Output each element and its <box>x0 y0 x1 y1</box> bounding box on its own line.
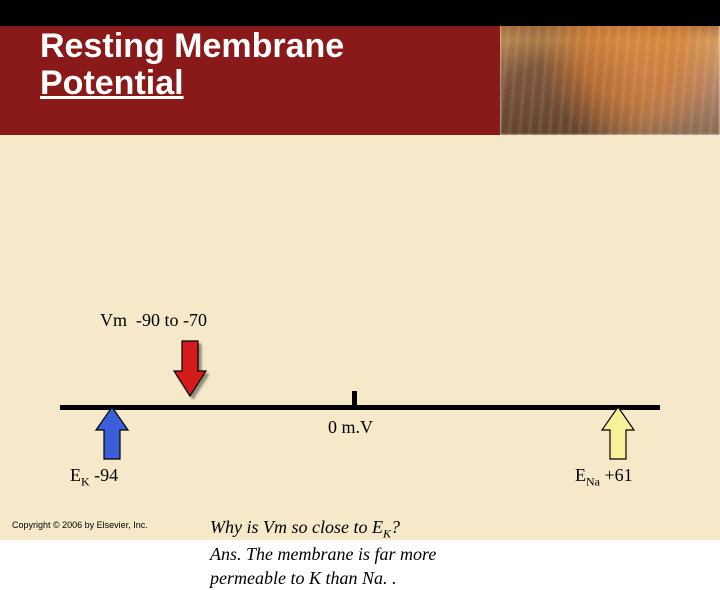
banner-black-strip <box>0 0 720 26</box>
ek-up-arrow <box>92 403 132 463</box>
title-line2: Potential <box>40 65 344 102</box>
ena-sub: Na <box>586 475 600 489</box>
ek-sub: K <box>81 475 90 489</box>
ena-symbol: E <box>575 465 586 485</box>
zero-tick <box>352 391 357 409</box>
question-line1-b: ? <box>391 517 400 537</box>
vm-range: -90 to -70 <box>136 310 207 330</box>
question-line1-a: Why is Vm so close to E <box>210 517 383 537</box>
question-line3: permeable to K than Na. . <box>210 566 436 590</box>
header-banner: Resting Membrane Potential <box>0 0 720 135</box>
copyright-text: Copyright © 2006 by Elsevier, Inc. <box>12 520 148 530</box>
number-line <box>60 405 660 410</box>
ena-value: +61 <box>605 465 633 485</box>
zero-label: 0 m.V <box>328 417 373 438</box>
ek-label: EK -94 <box>70 465 118 490</box>
question-block: Why is Vm so close to EK? Ans. The membr… <box>210 515 436 590</box>
question-line1-sub: K <box>383 527 391 541</box>
content-area: Vm -90 to -70 0 m.V EK -94 ENa +61 Why i… <box>0 135 720 540</box>
slide-title: Resting Membrane Potential <box>40 28 344 101</box>
vm-prefix: Vm <box>100 310 127 330</box>
vm-down-arrow <box>170 337 210 400</box>
ek-value: -94 <box>94 465 118 485</box>
ek-symbol: E <box>70 465 81 485</box>
title-line1: Resting Membrane <box>40 28 344 65</box>
ena-up-arrow <box>598 403 638 463</box>
question-line2: Ans. The membrane is far more <box>210 542 436 566</box>
ena-label: ENa +61 <box>575 465 633 490</box>
vm-label: Vm -90 to -70 <box>100 310 207 331</box>
question-line1: Why is Vm so close to EK? <box>210 515 436 542</box>
